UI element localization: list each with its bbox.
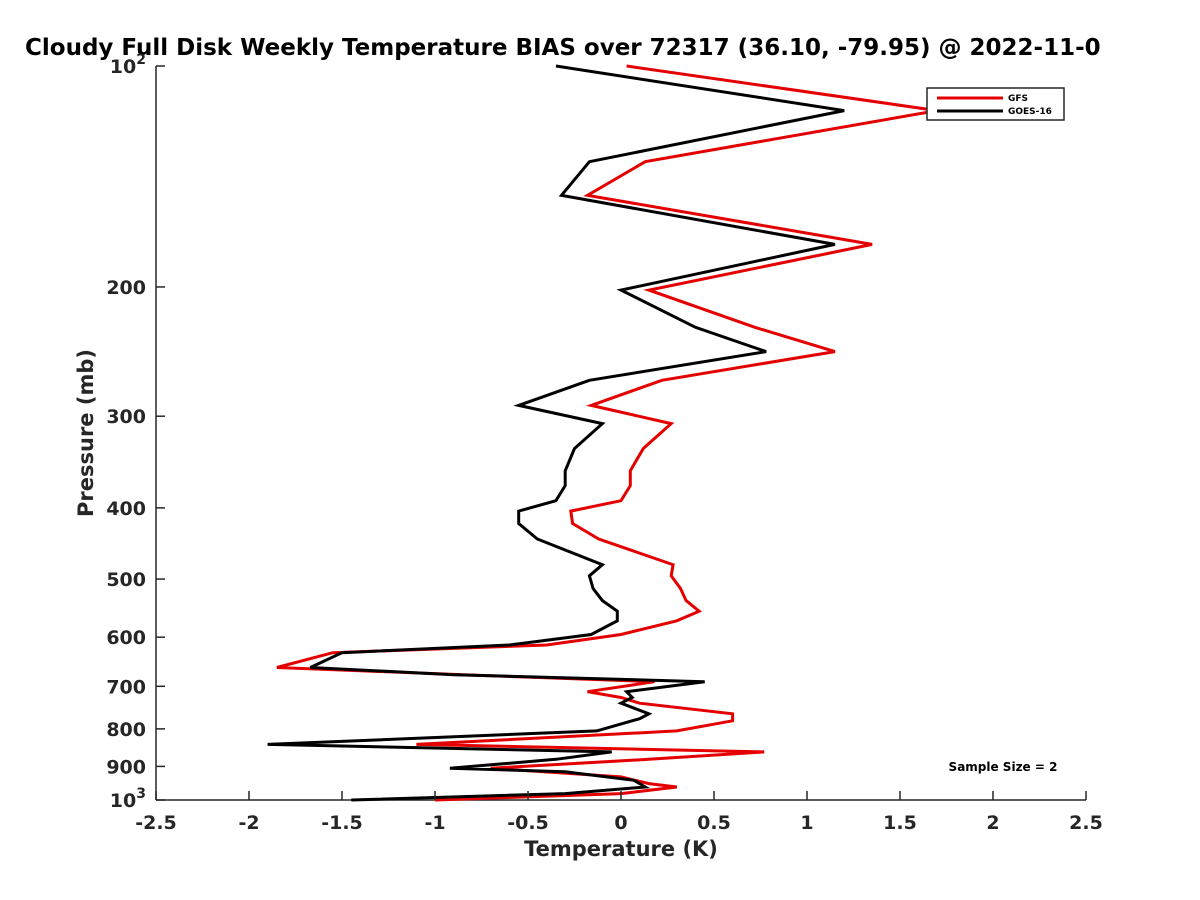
legend-box — [926, 87, 1065, 121]
sample-size-annotation: Sample Size = 2 — [949, 760, 1058, 774]
y-tick-label: 200 — [106, 277, 146, 299]
x-tick-label: -0.5 — [507, 812, 549, 834]
x-tick-label: 1 — [800, 812, 813, 834]
x-tick-label: 1.5 — [883, 812, 917, 834]
y-tick-label: 300 — [106, 406, 146, 428]
x-tick-label: -2 — [238, 812, 259, 834]
y-tick-label: 500 — [106, 569, 146, 591]
x-tick-label: -1 — [424, 812, 445, 834]
series-layer — [267, 64, 938, 802]
y-tick-label: 900 — [106, 756, 146, 778]
series-line-gfs — [276, 64, 938, 802]
series-line-goes-16 — [267, 64, 845, 802]
x-axis-label: Temperature (K) — [524, 837, 718, 861]
legend-label: GOES-16 — [1008, 107, 1052, 117]
y-tick-label: 103 — [110, 786, 146, 812]
x-tick-label: -2.5 — [135, 812, 177, 834]
legend: GFS GOES-16 — [926, 87, 1065, 121]
y-axis-ticks: 102 200 300 400 500 600 700 800 900 103 — [106, 52, 165, 812]
legend-label: GFS — [1008, 94, 1028, 104]
y-tick-label: 700 — [106, 676, 146, 698]
x-tick-label: 2.5 — [1069, 812, 1103, 834]
x-axis-ticks: -2.5 -2 -1.5 -1 -0.5 0 0.5 1 1.5 2 2.5 — [135, 791, 1103, 834]
y-axis-label: Pressure (mb) — [74, 349, 98, 517]
x-tick-label: 0.5 — [697, 812, 731, 834]
chart-title: Cloudy Full Disk Weekly Temperature BIAS… — [25, 35, 1101, 61]
y-tick-label: 400 — [106, 498, 146, 520]
plot-area — [155, 64, 1086, 802]
x-tick-label: 2 — [986, 812, 999, 834]
y-tick-label: 800 — [106, 719, 146, 741]
y-tick-label: 102 — [110, 52, 146, 78]
y-tick-label: 600 — [106, 627, 146, 649]
x-tick-label: -1.5 — [321, 812, 363, 834]
x-tick-label: 0 — [614, 812, 627, 834]
